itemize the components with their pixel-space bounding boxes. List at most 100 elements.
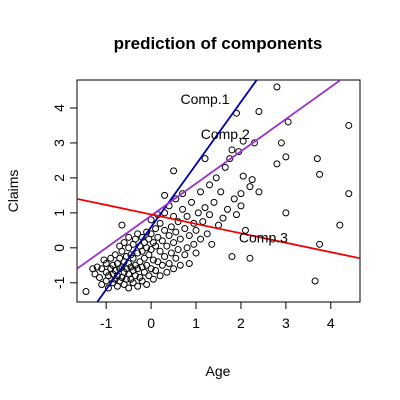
data-point [170,239,178,247]
data-point [255,107,263,115]
data-point [313,155,321,163]
y-tick-label: 1 [51,209,67,217]
data-point [163,268,171,276]
data-point [116,254,124,262]
y-tick-label: 2 [51,174,67,182]
x-tick-label: 0 [147,315,155,331]
data-point [201,155,209,163]
data-point [223,205,231,213]
data-point [230,195,238,203]
data-point [134,282,142,290]
data-point [134,249,142,257]
x-tick-label: 4 [327,315,335,331]
data-point [98,281,106,289]
data-point [192,226,200,234]
data-point [145,272,153,280]
y-tick-label: 4 [51,104,67,112]
data-point [154,258,162,266]
data-point [127,275,135,283]
series-label: Comp.3 [239,229,288,245]
data-point [167,249,175,257]
data-point [277,139,285,147]
data-point [165,232,173,240]
data-point [172,228,180,236]
data-point [239,172,247,180]
data-point [212,174,220,182]
data-point [91,270,99,278]
data-point [194,209,202,217]
data-point [345,190,353,198]
data-point [129,279,137,287]
data-point [147,216,155,224]
data-point [248,176,256,184]
data-point [131,261,139,269]
data-point [197,235,205,243]
data-point [93,263,101,271]
data-point [158,237,166,245]
plot-frame [76,79,361,303]
data-point [246,254,254,262]
data-point [147,246,155,254]
data-point [226,155,234,163]
data-point [100,256,108,264]
data-point [311,277,319,285]
series-line [77,80,343,270]
data-point [170,167,178,175]
data-point [165,260,173,268]
data-point [282,153,290,161]
data-point [179,205,187,213]
data-point [120,239,128,247]
data-point [154,233,162,241]
data-point [192,249,200,257]
data-point [179,190,187,198]
data-point [125,244,133,252]
data-point [147,230,155,238]
data-point [131,272,139,280]
data-point [161,253,169,261]
data-point [147,265,155,273]
data-point [149,239,157,247]
data-point [185,260,193,268]
data-point [199,218,207,226]
data-point [127,263,135,271]
data-point [104,272,112,280]
data-point [273,83,281,91]
data-point [120,268,128,276]
data-point [206,181,214,189]
data-point [156,247,164,255]
data-point [237,202,245,210]
data-point [284,118,292,126]
series-line [77,197,360,260]
data-point [95,274,103,282]
data-point [107,254,115,262]
data-point [158,261,166,269]
data-point [208,240,216,248]
data-point [149,256,157,264]
y-axis: -1 0 1 2 3 4 [51,104,77,289]
data-point [98,265,106,273]
x-tick-label: 2 [237,315,245,331]
data-point [163,242,171,250]
data-point [188,198,196,206]
data-point [172,254,180,262]
chart-title: prediction of components [114,34,323,53]
data-point [138,277,146,285]
data-point [156,272,164,280]
data-point [201,204,209,212]
data-point [102,268,110,276]
data-point [316,240,324,248]
data-point [206,211,214,219]
data-point [210,198,218,206]
series-line [96,80,258,302]
data-point [176,261,184,269]
data-point [118,247,126,255]
component-labels: Comp.1 Comp.2 Comp.3 [181,91,289,245]
data-point [197,188,205,196]
series-label: Comp.1 [181,91,230,107]
data-point [185,232,193,240]
data-point [255,188,263,196]
data-point [161,226,169,234]
data-point [125,233,133,241]
data-point [156,219,164,227]
